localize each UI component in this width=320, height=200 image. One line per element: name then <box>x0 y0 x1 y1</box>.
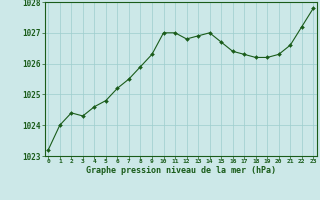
X-axis label: Graphe pression niveau de la mer (hPa): Graphe pression niveau de la mer (hPa) <box>86 166 276 175</box>
